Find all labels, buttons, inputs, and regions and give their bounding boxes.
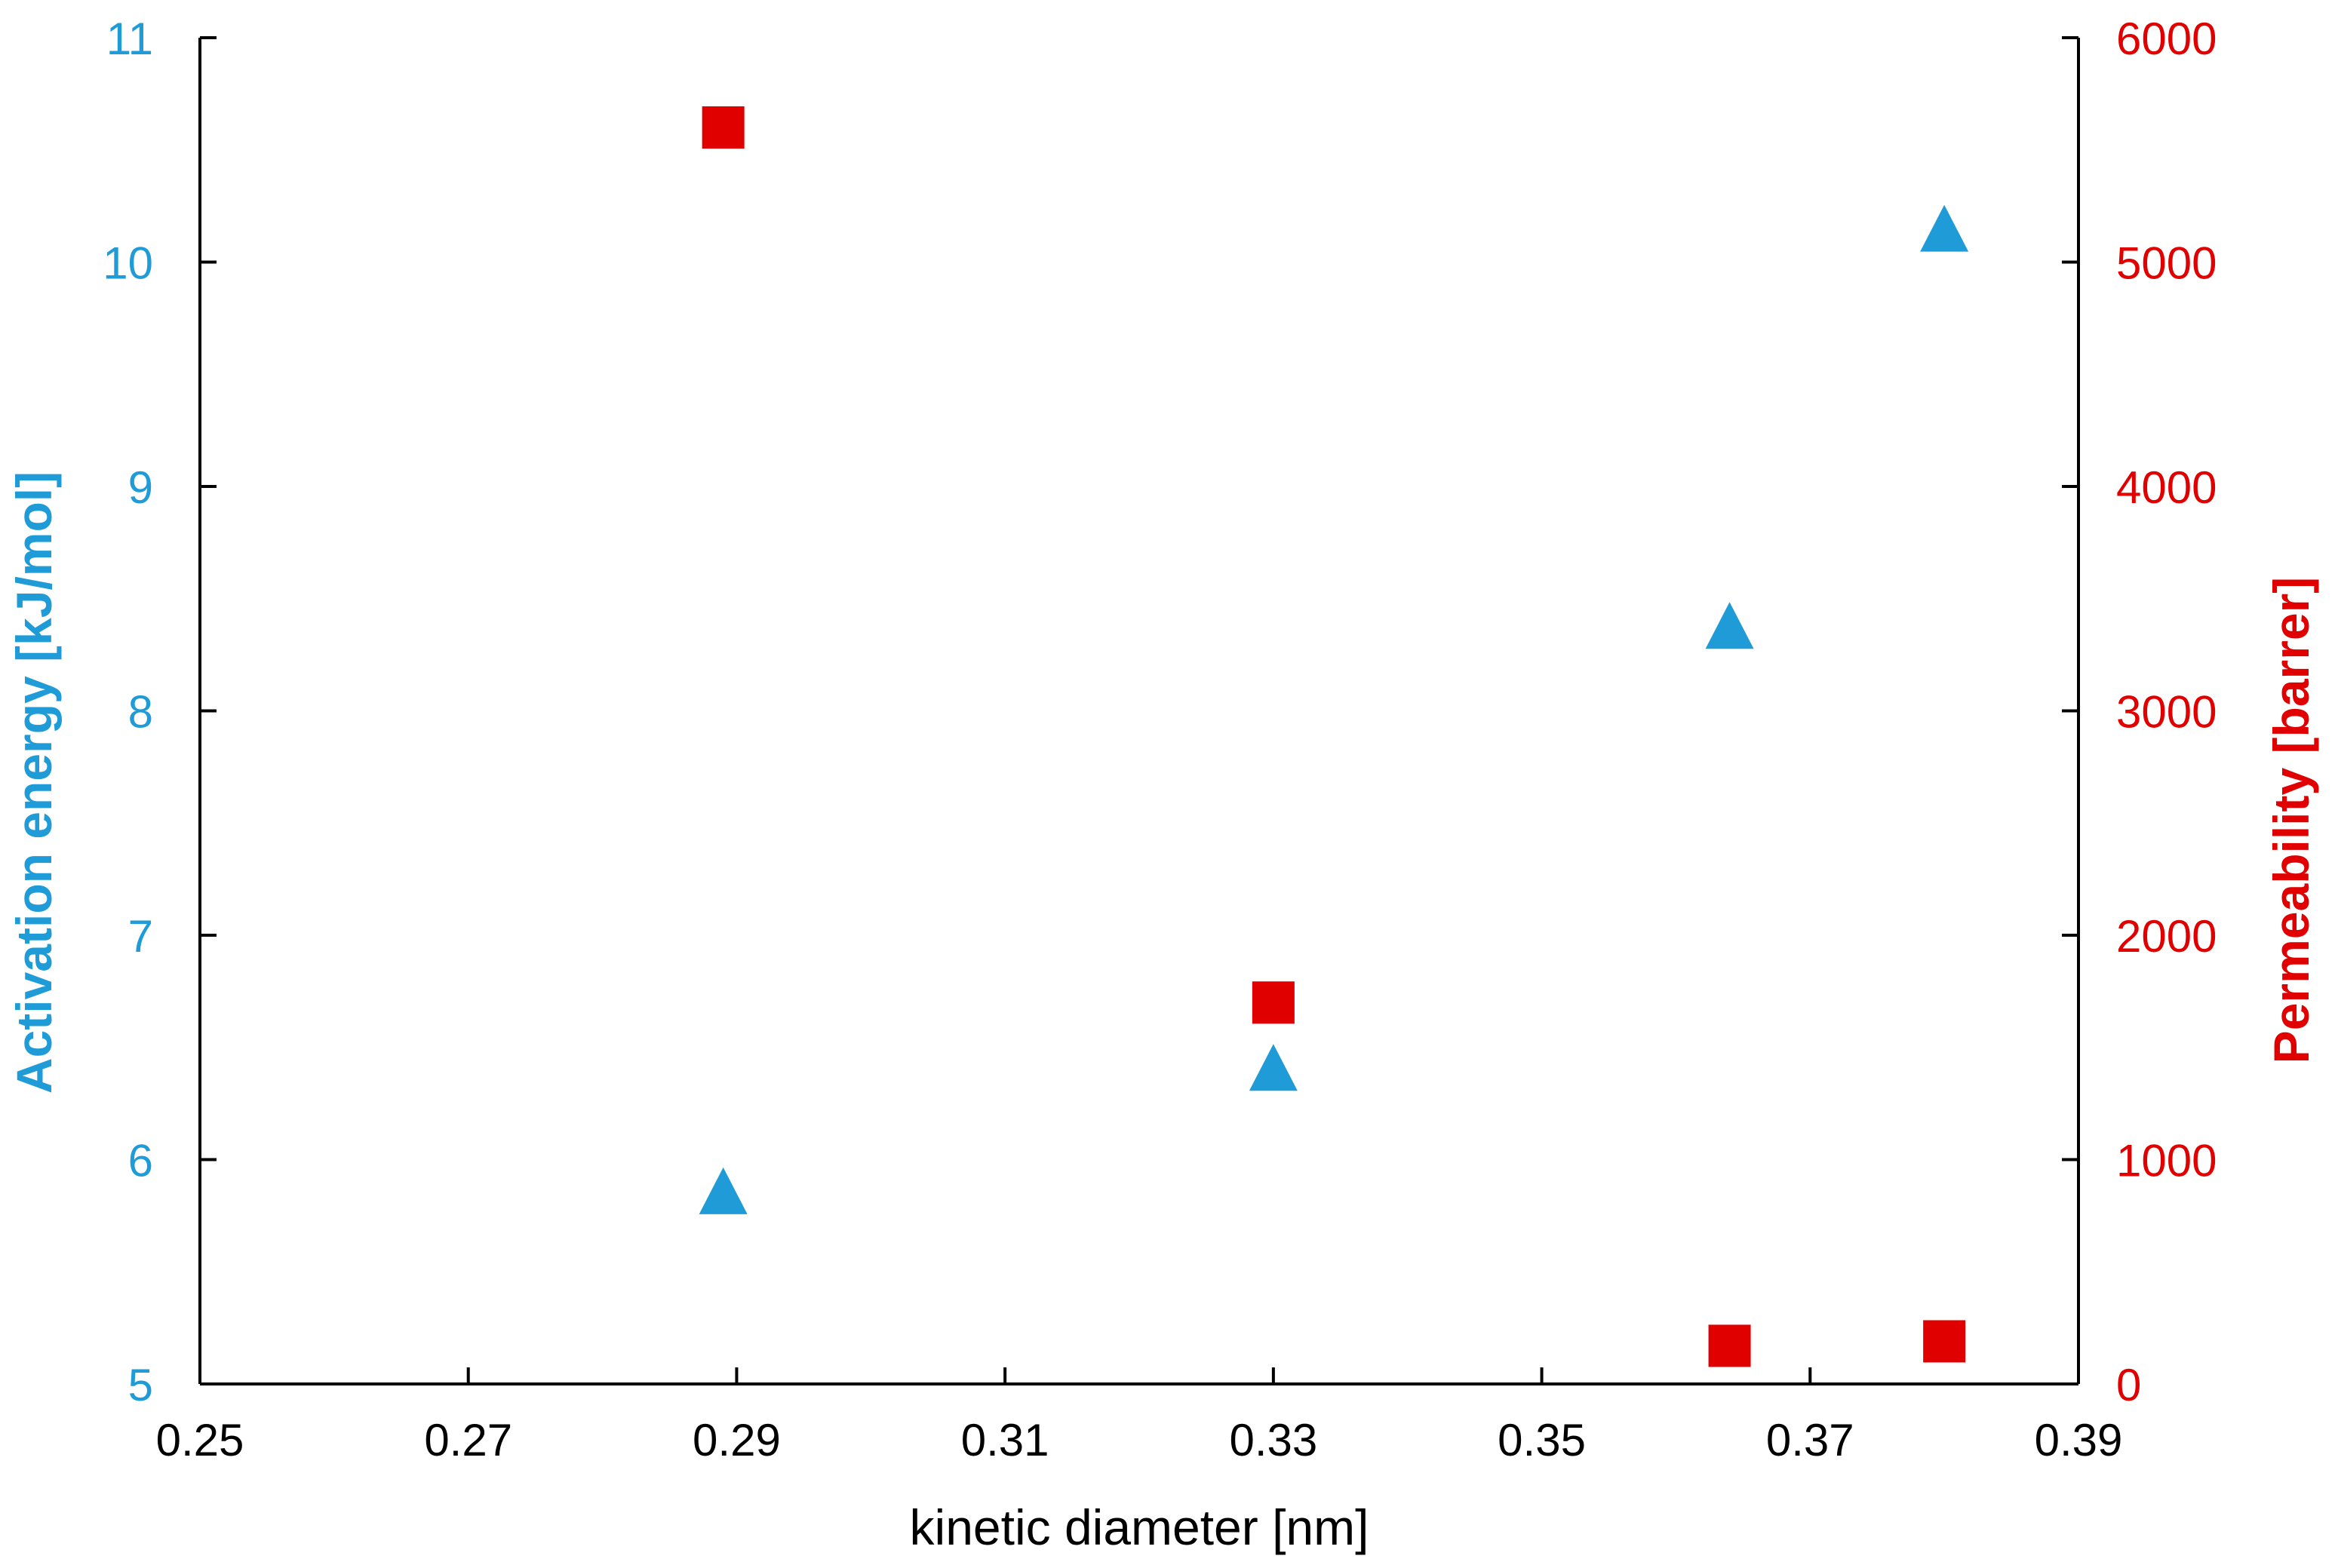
x-tick-label: 0.31 [961,1415,1049,1465]
y-right-tick-label: 2000 [2116,911,2217,962]
axes [198,38,2080,1385]
x-tick-label: 0.35 [1498,1415,1586,1465]
square-marker-3 [1923,1320,1966,1363]
square-marker-2 [1708,1324,1751,1367]
y-right-tick-label: 5000 [2116,238,2217,289]
triangle-marker-1 [1249,1044,1298,1091]
y-right-tick-label: 3000 [2116,687,2217,738]
y-left-axis-title: Activation energy [kJ/mol] [6,471,62,1094]
y-right-tick-label: 4000 [2116,462,2217,513]
y-right-axis-title: Permeability [barrer] [2263,577,2319,1064]
x-tick-label: 0.33 [1229,1415,1317,1465]
triangle-marker-3 [1920,204,1969,252]
y-left-tick-label: 7 [128,911,153,962]
x-tick-label: 0.39 [2035,1415,2123,1465]
triangle-marker-2 [1705,602,1754,649]
y-left-tick-label: 9 [128,462,153,513]
x-tick-label: 0.37 [1766,1415,1854,1465]
x-axis-title: kinetic diameter [nm] [910,1499,1369,1555]
x-tick-label: 0.29 [693,1415,781,1465]
y-left-tick-label: 8 [128,687,153,738]
y-right-tick-label: 6000 [2116,14,2217,64]
square-marker-0 [702,106,745,149]
x-tick-label: 0.27 [424,1415,512,1465]
y-right-tick-label: 0 [2116,1360,2141,1410]
y-left-tick-label: 11 [106,14,153,64]
square-marker-1 [1252,981,1295,1024]
data-marks [699,106,1969,1367]
y-left-tick-label: 6 [128,1136,153,1186]
y-left-tick-label: 10 [103,238,153,289]
y-left-tick-label: 5 [128,1360,153,1410]
y-right-tick-label: 1000 [2116,1136,2217,1186]
triangle-marker-0 [699,1167,748,1214]
x-tick-label: 0.25 [156,1415,244,1465]
ticks: 0.25 0.27 0.29 0.31 0.33 0.35 0.37 0.39 5 6 7 8 9 10 1… [103,14,2217,1465]
